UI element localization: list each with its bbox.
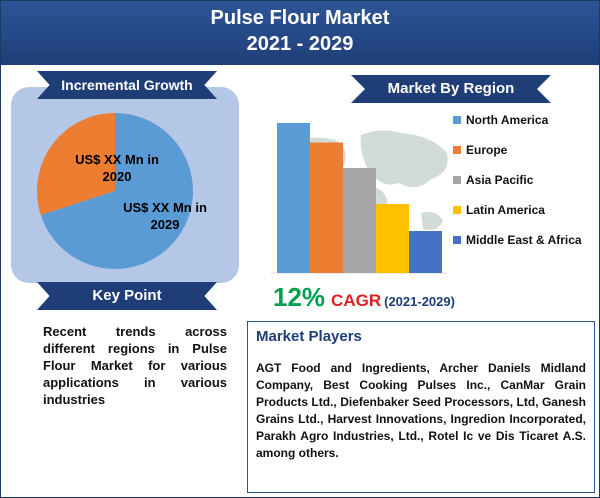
market-players-box: Market Players AGT Food and Ingredients,… bbox=[247, 321, 595, 493]
cagr-percent: 12% bbox=[273, 282, 326, 312]
incremental-pie bbox=[36, 113, 193, 269]
pie-label-2020: US$ XX Mn in 2020 bbox=[75, 152, 159, 184]
legend-label: Middle East & Africa bbox=[466, 233, 582, 247]
legend-swatch bbox=[453, 236, 461, 244]
legend-swatch bbox=[453, 146, 461, 154]
bar-north-america bbox=[277, 123, 310, 273]
cagr-label: CAGR bbox=[331, 291, 382, 310]
bar-asia-pacific bbox=[343, 168, 376, 273]
legend-item: Middle East & Africa bbox=[453, 233, 582, 247]
legend-item: Asia Pacific bbox=[453, 173, 533, 187]
key-point-text: Recent trends across different regions i… bbox=[43, 324, 227, 407]
key-point-ribbon: Key Point bbox=[37, 282, 217, 310]
pie-slice-2029 bbox=[40, 113, 193, 269]
legend-label: Europe bbox=[466, 143, 508, 157]
page-years: 2021 - 2029 bbox=[246, 33, 354, 55]
pie-label-2029: US$ XX Mn in 2029 bbox=[123, 200, 207, 232]
legend-label: North America bbox=[466, 113, 549, 127]
cagr-years: (2021-2029) bbox=[384, 294, 455, 309]
market-by-region-ribbon: Market By Region bbox=[351, 75, 551, 103]
cagr-block: 12% CAGR (2021-2029) bbox=[273, 282, 455, 313]
legend-label: Asia Pacific bbox=[466, 173, 534, 187]
page-title: Pulse Flour Market bbox=[210, 7, 390, 29]
market-players-text: AGT Food and Ingredients, Archer Daniels… bbox=[256, 361, 586, 460]
bar-latin-america bbox=[376, 204, 409, 273]
header: Pulse Flour Market 2021 - 2029 bbox=[1, 1, 599, 65]
legend-item: Europe bbox=[453, 143, 507, 157]
legend-swatch bbox=[453, 176, 461, 184]
legend-swatch bbox=[453, 116, 461, 124]
pie-slice-2020 bbox=[36, 113, 115, 216]
legend-swatch bbox=[453, 206, 461, 214]
legend-item: North America bbox=[453, 113, 548, 127]
market-players-title: Market Players bbox=[256, 328, 362, 345]
bar-europe bbox=[310, 142, 343, 273]
incremental-growth-ribbon: Incremental Growth bbox=[37, 71, 217, 99]
bar-middle-east-africa bbox=[409, 231, 442, 273]
region-bar-chart bbox=[271, 123, 448, 274]
legend-item: Latin America bbox=[453, 203, 545, 217]
legend-label: Latin America bbox=[466, 203, 545, 217]
